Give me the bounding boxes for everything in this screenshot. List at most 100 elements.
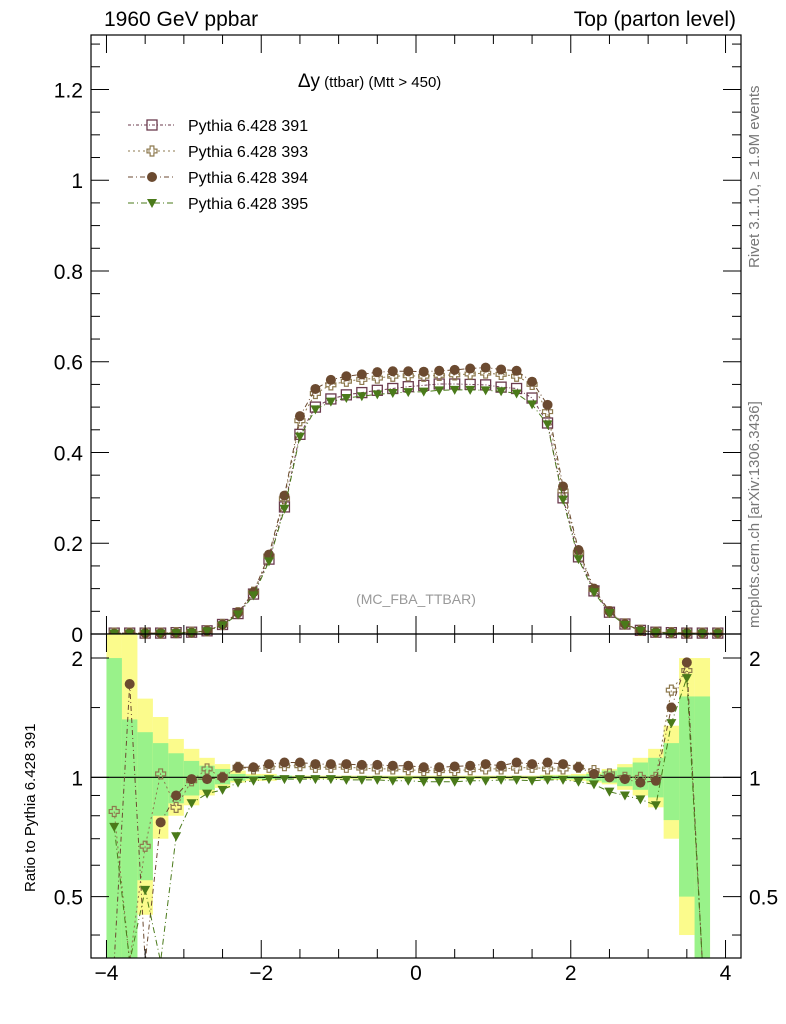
main-data-point [480, 362, 491, 373]
ratio-data-point [604, 772, 615, 783]
legend-marker [147, 199, 157, 208]
ratio-data-point [619, 791, 630, 801]
ratio-series-line [113, 662, 703, 958]
ratio-data-point [465, 776, 476, 786]
main-data-point [434, 365, 445, 376]
ratio-data-point [511, 775, 522, 785]
ratio-data-point [263, 759, 274, 770]
ratio-y-tick-label-right: 1 [749, 767, 761, 790]
green-band-bin [121, 719, 138, 958]
ratio-data-point [279, 775, 290, 785]
ratio-data-point [542, 775, 553, 785]
green-band-bin [679, 696, 695, 897]
main-series-4 [109, 385, 723, 639]
ratio-data-point [310, 775, 321, 785]
green-band-bin [694, 696, 711, 958]
header-right: Top (parton level) [573, 8, 736, 31]
ratio-data-point [681, 674, 692, 684]
main-data-point [527, 376, 538, 387]
main-plot-area [91, 35, 741, 634]
ratio-data-point [480, 759, 491, 770]
main-data-point [294, 411, 305, 422]
ratio-data-point [480, 776, 491, 786]
ratio-data-point [170, 801, 182, 813]
main-data-point [465, 363, 476, 374]
ratio-data-point [635, 777, 646, 788]
ratio-data-point [171, 832, 182, 842]
main-data-point [418, 387, 429, 397]
main-data-point [325, 397, 336, 407]
main-series-line [114, 367, 718, 634]
main-data-point [403, 388, 414, 398]
main-data-point [310, 383, 321, 394]
main-data-point [496, 387, 507, 397]
ratio-data-point [186, 774, 197, 785]
ratio-data-point [356, 775, 367, 785]
ratio-data-point [155, 768, 167, 780]
ratio-data-point [171, 790, 182, 801]
ratio-data-point [434, 777, 445, 787]
ratio-data-point [635, 795, 646, 805]
legend-item-4: Pythia 6.428 395 [128, 196, 308, 213]
main-data-point [356, 392, 367, 402]
header-left: 1960 GeV ppbar [104, 8, 259, 31]
ratio-data-point [542, 757, 553, 768]
x-tick-label: −2 [249, 962, 273, 985]
main-data-point [186, 628, 197, 638]
y-tick-label: 1.2 [54, 79, 83, 102]
main-series-line [114, 372, 718, 634]
main-data-point [449, 385, 460, 395]
main-data-point [279, 504, 290, 514]
main-data-point [356, 369, 367, 380]
y-tick-label: 0.8 [54, 261, 83, 284]
main-data-point [511, 365, 522, 376]
ratio-data-point [310, 759, 321, 770]
main-data-point [418, 366, 429, 377]
main-data-point [527, 400, 538, 410]
ratio-data-point [248, 762, 259, 773]
ratio-data-point [217, 772, 228, 783]
ratio-data-point [233, 778, 244, 788]
y-tick-label: 0.2 [54, 533, 83, 556]
main-data-point [325, 374, 336, 385]
legend-label: Pythia 6.428 395 [188, 196, 308, 213]
ratio-y-tick-label: 1 [71, 767, 83, 790]
main-data-point [202, 627, 213, 637]
ratio-data-point [341, 759, 352, 770]
ratio-data-point [511, 757, 522, 768]
legend-label: Pythia 6.428 394 [188, 170, 308, 187]
y-tick-label: 0.4 [54, 442, 84, 465]
ratio-frame [90, 633, 742, 959]
ratio-series-line [113, 669, 703, 958]
ratio-data-point [449, 761, 460, 772]
main-data-point [434, 386, 445, 396]
main-data-point [387, 366, 398, 377]
ratio-data-point [588, 780, 599, 790]
ratio-data-point [325, 759, 336, 770]
ratio-data-point [109, 822, 120, 832]
main-data-point [372, 390, 383, 400]
ratio-y-tick-label-right: 0.5 [749, 887, 778, 910]
ratio-data-point [496, 760, 507, 771]
main-data-point [588, 588, 599, 598]
ratio-data-point [263, 775, 274, 785]
main-data-point [310, 405, 321, 415]
main-data-point [635, 626, 646, 636]
plot-title: Δy (ttbar) (Mtt > 450) [298, 71, 442, 92]
main-data-point [573, 555, 584, 565]
main-panel: (MC_FBA_TTBAR) Δy (ttbar) (Mtt > 450) Pyth… [54, 34, 742, 647]
ratio-data-point [558, 759, 569, 770]
ratio-data-point [279, 757, 290, 768]
main-data-point [294, 432, 305, 442]
ratio-data-point [496, 775, 507, 785]
ratio-y-tick-label: 2 [71, 648, 83, 671]
x-tick-label: 2 [565, 962, 577, 985]
ratio-data-point [666, 702, 677, 713]
ratio-data-point [558, 775, 569, 785]
green-band-bin [106, 658, 122, 958]
x-tick-label: 0 [410, 962, 422, 985]
legend-marker [146, 119, 158, 131]
ratio-data-point [124, 679, 135, 690]
ratio-data-point [573, 777, 584, 787]
